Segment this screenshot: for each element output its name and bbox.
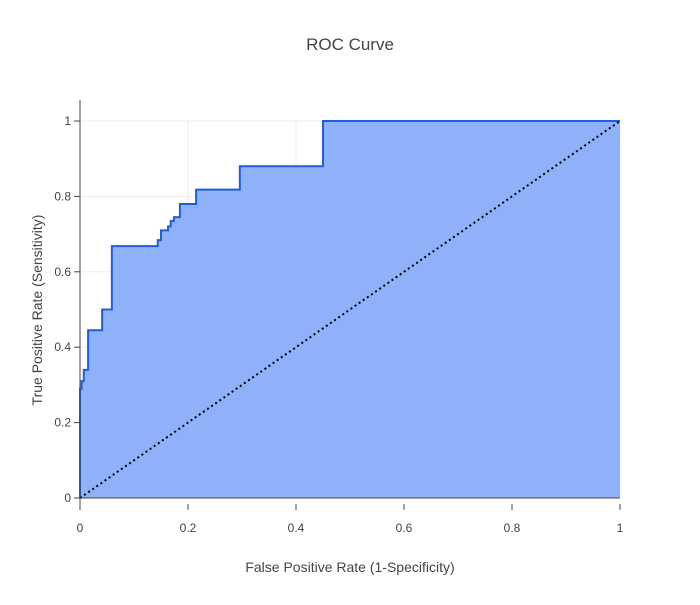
x-tick-label: 1 <box>617 521 624 535</box>
roc-curve-line <box>79 120 620 498</box>
y-tick-label: 0 <box>64 491 71 505</box>
tick-layer: 0 0.2 0.4 0.6 0.8 1 0 0.2 0.4 0.6 0.8 1 <box>54 114 623 535</box>
y-tick-label: 0.6 <box>54 265 71 279</box>
x-tick-label: 0 <box>77 521 84 535</box>
x-axis-label: False Positive Rate (1-Specificity) <box>245 559 454 575</box>
y-tick-label: 0.4 <box>54 340 71 354</box>
line-layer <box>79 120 621 499</box>
x-tick-label: 0.4 <box>288 521 305 535</box>
y-tick-label: 1 <box>64 114 71 128</box>
x-tick-label: 0.2 <box>180 521 197 535</box>
roc-area-fill <box>80 121 620 498</box>
x-tick-label: 0.8 <box>504 521 521 535</box>
area-layer <box>80 121 620 498</box>
x-tick-label: 0.6 <box>396 521 413 535</box>
y-tick-label: 0.8 <box>54 189 71 203</box>
y-tick-label: 0.2 <box>54 416 71 430</box>
axes-layer <box>79 100 620 510</box>
chart-title: ROC Curve <box>306 35 394 54</box>
y-axis-label: True Positive Rate (Sensitivity) <box>29 215 45 406</box>
